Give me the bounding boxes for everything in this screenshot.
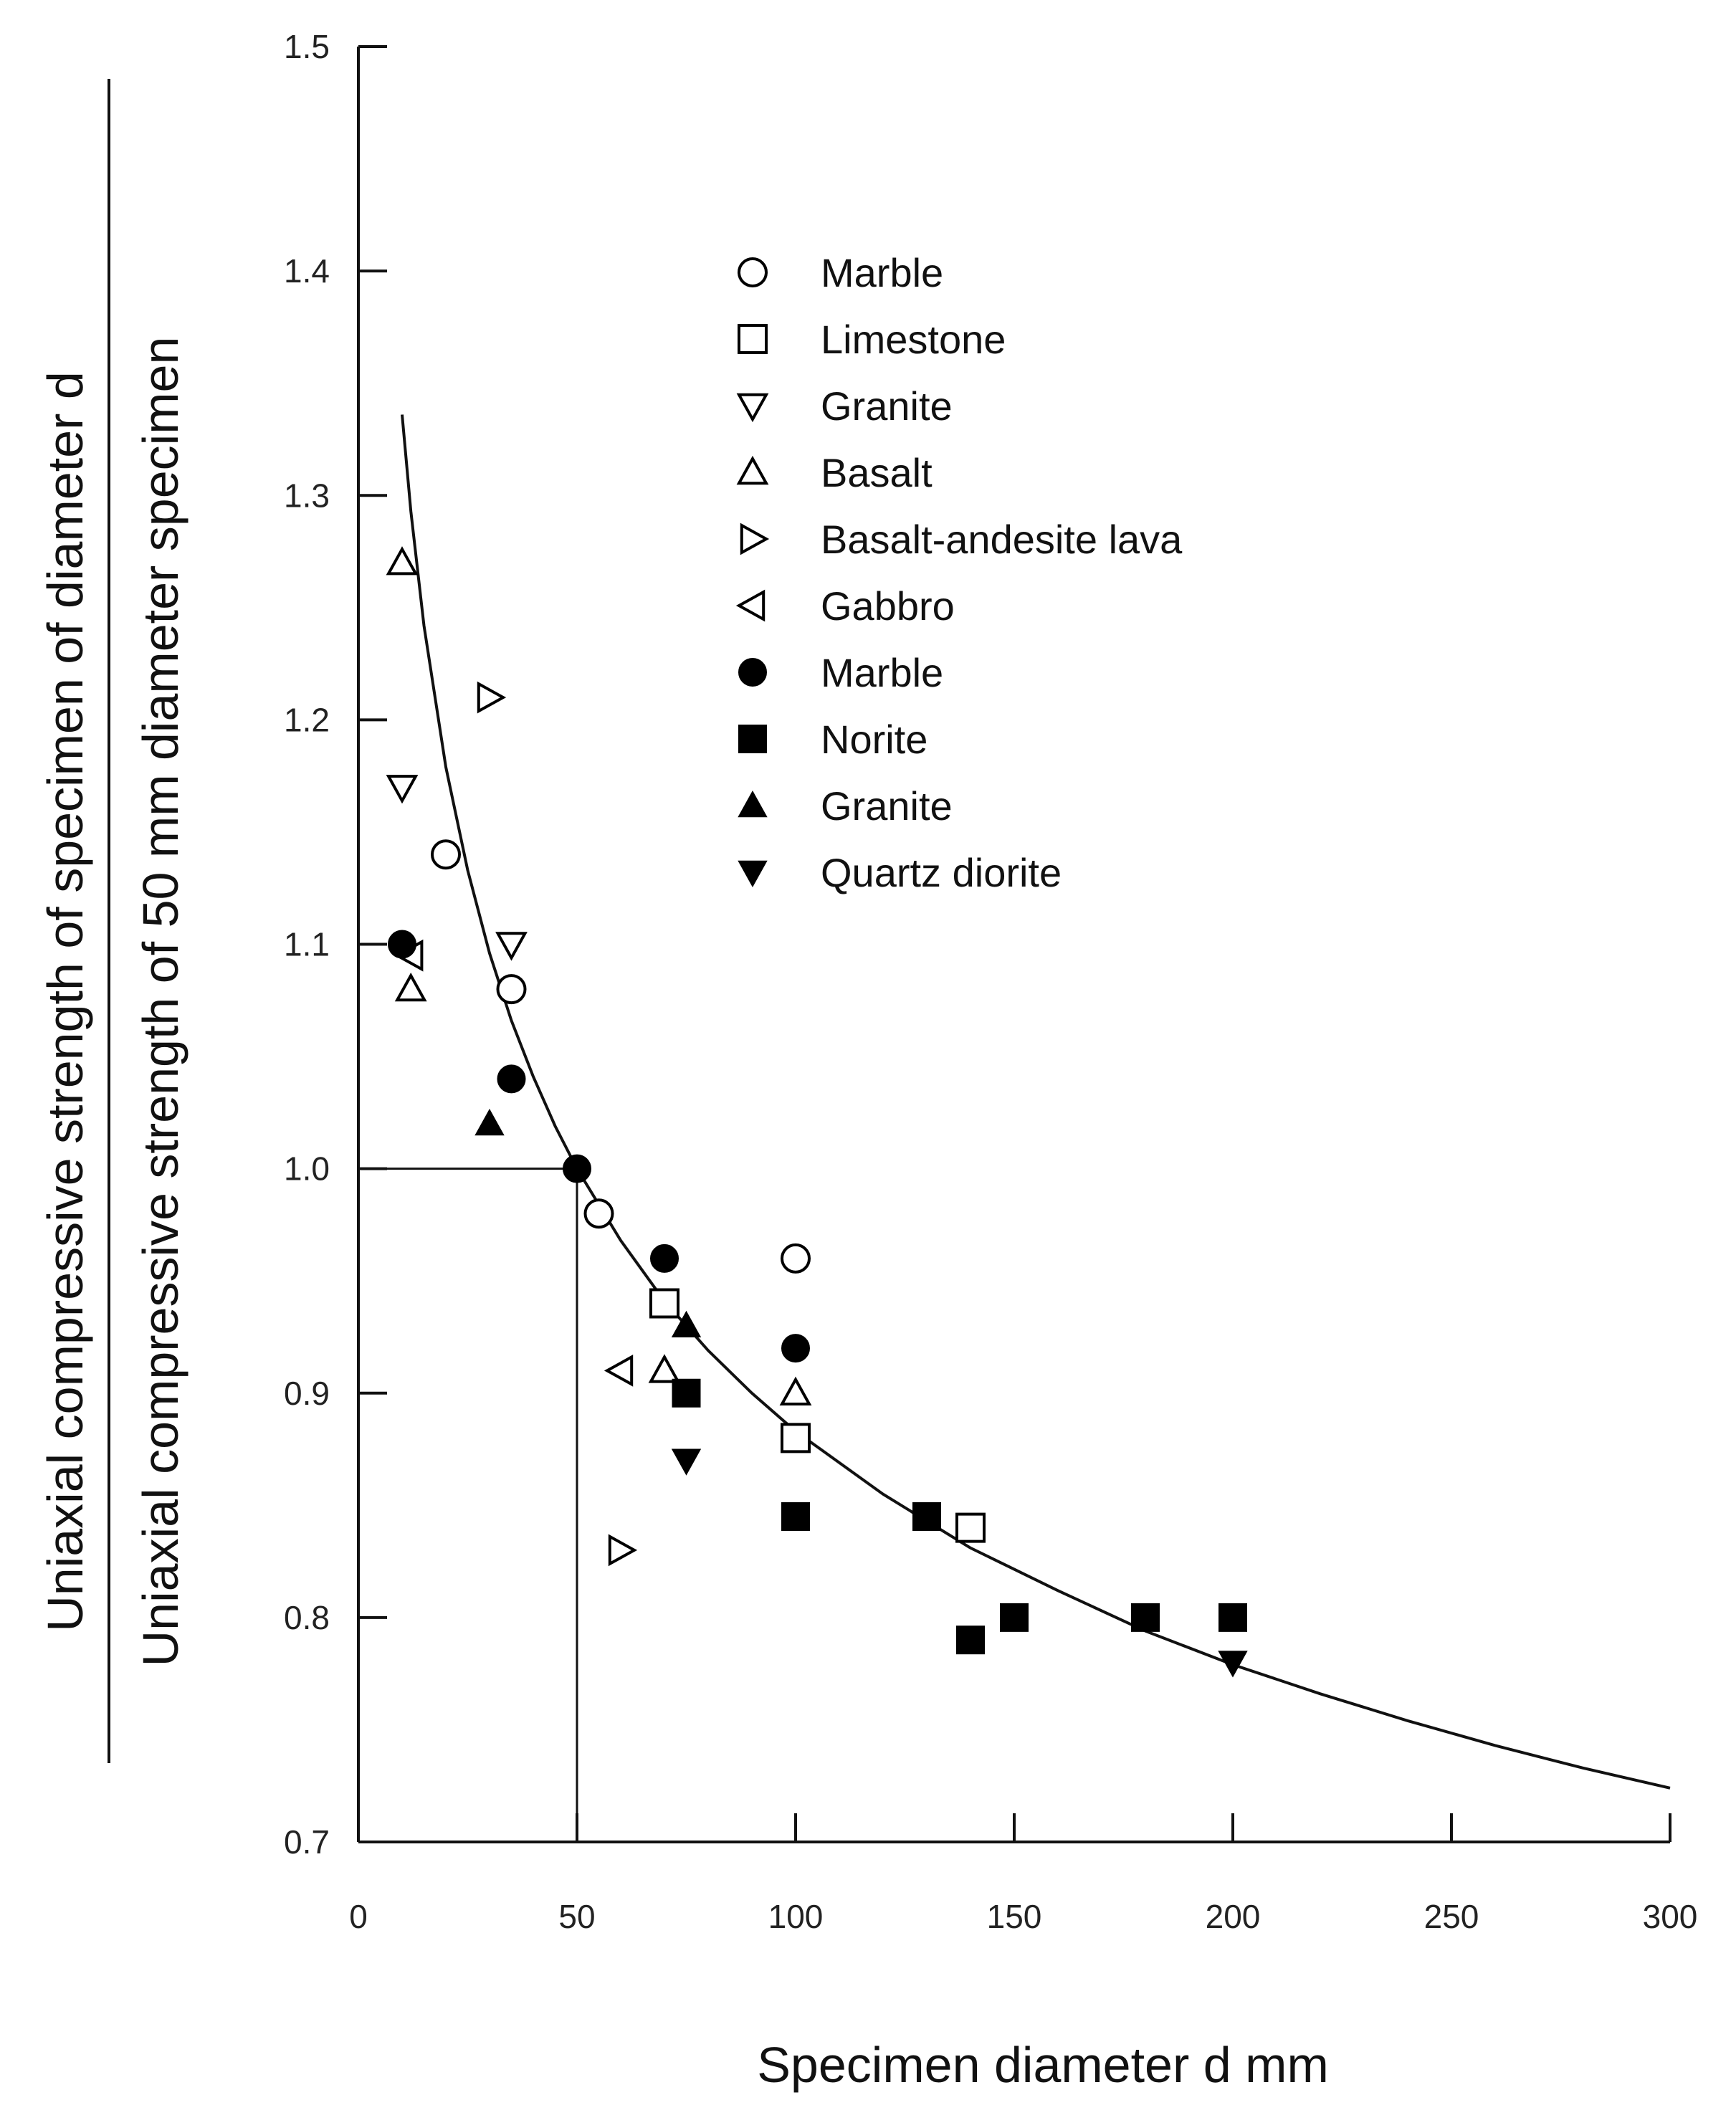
y-tick-label: 1.0 (284, 1150, 330, 1188)
axes: 0.7 0.8 0.9 1.0 1.1 1.2 1.3 1.4 1.5 0 50 100 150 200 2… (284, 28, 1697, 1935)
data-point-norite-square-filled (1131, 1603, 1160, 1632)
legend-marker (738, 725, 767, 753)
data-point-norite-square-filled (956, 1626, 985, 1655)
data-point-quartz-diorite-triangle-down-filled (1218, 1651, 1248, 1678)
data-point-basalt-triangle-up-open (779, 1376, 812, 1405)
data-point-limestone-square-open (649, 1288, 679, 1319)
y-axis-title-numerator: Uniaxial compressive strength of specime… (37, 371, 93, 1632)
x-tick-label: 150 (987, 1898, 1042, 1935)
legend-marker (738, 790, 768, 818)
data-point-basalt-triangle-up-open (394, 972, 427, 1002)
x-axis-title: Specimen diameter d mm (757, 2037, 1329, 2093)
legend-marker (738, 658, 767, 687)
fit-curve-line (401, 414, 1671, 1790)
data-point-marble-circle-open (496, 974, 527, 1005)
legend-marker (738, 257, 768, 287)
data-point-basalt-triangle-up-open (386, 546, 419, 576)
data-point-marble-circle-filled (388, 930, 416, 959)
data-point-basalt-triangle-up-open (648, 1354, 681, 1383)
legend-marker (738, 324, 768, 354)
legend-label: Norite (821, 717, 927, 762)
data-point-quartz-diorite-triangle-down-filled (671, 1448, 702, 1476)
y-axis-title-denominator: Uniaxial compressive strength of 50 mm d… (133, 337, 189, 1667)
data-point-limestone-square-open (955, 1512, 986, 1543)
y-tick-label: 0.9 (284, 1375, 330, 1412)
y-tick-label: 1.3 (284, 477, 330, 514)
x-tick-label: 250 (1424, 1898, 1479, 1935)
data-point-basalt-andesite-lava-triangle-right-open (608, 1534, 638, 1567)
y-tick-label: 0.8 (284, 1599, 330, 1636)
data-point-norite-square-filled (781, 1502, 810, 1531)
data-point-marble-circle-filled (650, 1243, 679, 1273)
legend-label: Gabbro (821, 583, 955, 629)
legend-label: Marble (821, 250, 943, 295)
data-point-marble-circle-filled (781, 1334, 810, 1363)
legend-marker (738, 860, 768, 888)
data-points (386, 546, 1248, 1678)
x-tick-label: 200 (1206, 1898, 1261, 1935)
axis-labels: Specimen diameter d mm Uniaxial compress… (37, 79, 1329, 2093)
data-point-granite-triangle-up-filled (474, 1108, 505, 1136)
legend-label: Limestone (821, 317, 1006, 362)
x-tick-label: 100 (768, 1898, 824, 1935)
data-point-marble-circle-open (431, 839, 461, 870)
legend-label: Marble (821, 650, 943, 695)
data-point-norite-square-filled (1000, 1603, 1029, 1632)
data-point-norite-square-filled (912, 1502, 941, 1531)
data-point-granite-triangle-down-open (495, 932, 528, 961)
y-tick-label: 1.2 (284, 701, 330, 738)
data-point-granite-triangle-up-filled (671, 1310, 702, 1337)
legend-label: Quartz diorite (821, 850, 1062, 895)
data-point-gabbro-triangle-left-open (604, 1355, 634, 1387)
legend-marker (736, 455, 769, 485)
fit-curve-group (401, 414, 1671, 1790)
y-tick-label: 0.7 (284, 1823, 330, 1861)
y-tick-label: 1.5 (284, 28, 330, 65)
legend-marker (740, 522, 770, 555)
data-point-basalt-andesite-lava-triangle-right-open (477, 681, 507, 714)
legend-label: Basalt-andesite lava (821, 517, 1183, 562)
legend-label: Granite (821, 383, 953, 429)
legend-marker (736, 393, 769, 423)
x-tick-label: 300 (1643, 1898, 1698, 1935)
x-tick-label: 50 (558, 1898, 595, 1935)
legend-marker (735, 589, 766, 622)
data-point-granite-triangle-down-open (386, 775, 419, 804)
data-point-marble-circle-filled (497, 1064, 526, 1094)
legend-label: Basalt (821, 450, 933, 495)
data-point-marble-circle-open (583, 1198, 614, 1229)
data-point-limestone-square-open (781, 1423, 811, 1453)
y-tick-label: 1.1 (284, 926, 330, 963)
data-point-norite-square-filled (672, 1378, 701, 1408)
data-point-marble-circle-filled (563, 1154, 591, 1183)
data-point-norite-square-filled (1218, 1603, 1247, 1632)
data-point-marble-circle-open (781, 1243, 811, 1274)
y-tick-label: 1.4 (284, 252, 330, 290)
legend-label: Granite (821, 783, 953, 829)
x-tick-label: 0 (349, 1898, 368, 1935)
legend: Marble Limestone Granite Basalt Basalt-andes… (735, 250, 1183, 895)
